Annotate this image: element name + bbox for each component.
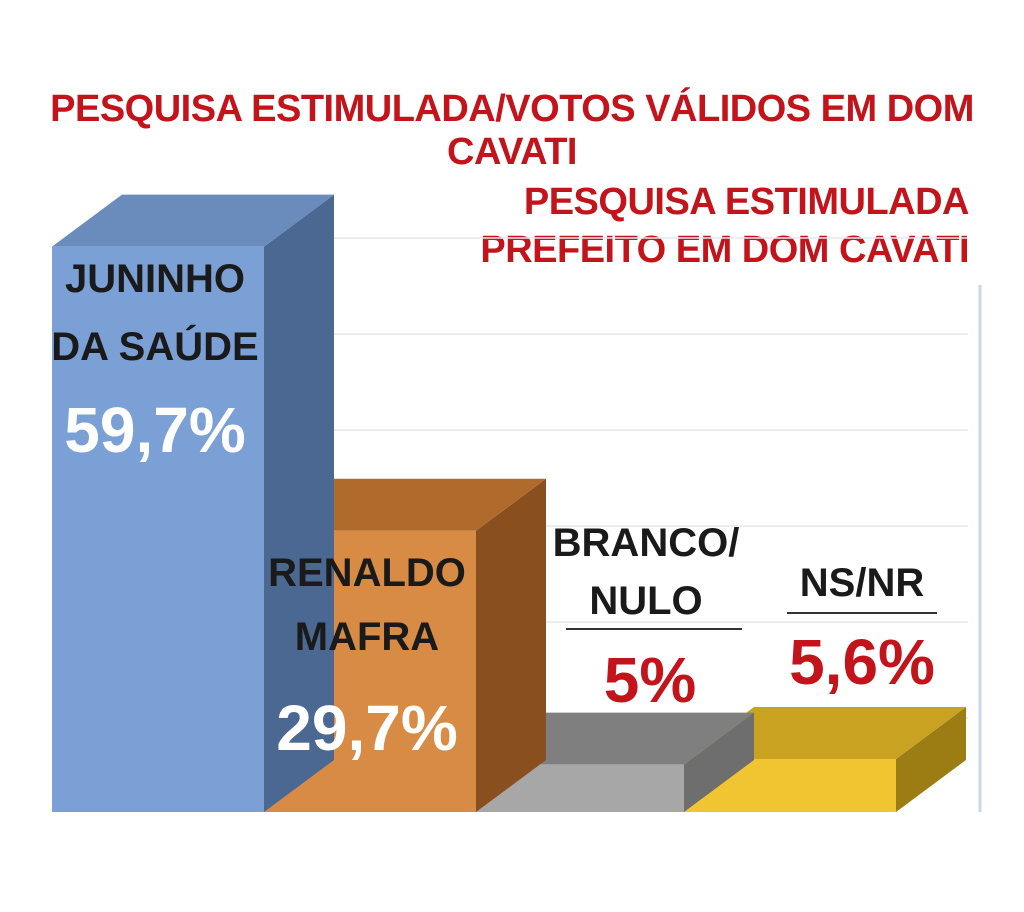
data-label-0: 59,7% [64,394,245,466]
bar-0 [52,246,264,813]
category-label-0-line-2: DA SAÚDE [51,323,258,369]
bar-top-0 [52,194,334,247]
bar-top-1 [264,478,546,531]
bar-top-3 [684,706,966,759]
category-label-1-line-2: MAFRA [295,615,439,659]
chart-title: PESQUISA ESTIMULADA/VOTOS VÁLIDOS EM DOM… [50,88,974,173]
category-label-0-line-1: JUNINHO [65,257,245,301]
bar-side-1 [476,478,546,812]
data-label-3: 5,6% [789,626,935,698]
bar-side-3 [896,706,966,812]
category-label-3-line-1: NS/NR [800,561,925,605]
category-label-2-line-1: BRANCO/ [553,521,740,565]
chart-subtitle-line-2: PREFEITO EM DOM CAVATI [480,229,969,271]
data-label-1: 29,7% [276,692,457,764]
category-label-2-line-2: NULO [589,579,702,623]
bar-side-0 [264,194,334,813]
bar-side-2 [684,712,754,812]
category-label-1-line-1: RENALDO [268,551,466,595]
data-label-2: 5% [604,644,697,716]
chart-subtitle-line-1: PESQUISA ESTIMULADA [523,181,970,223]
